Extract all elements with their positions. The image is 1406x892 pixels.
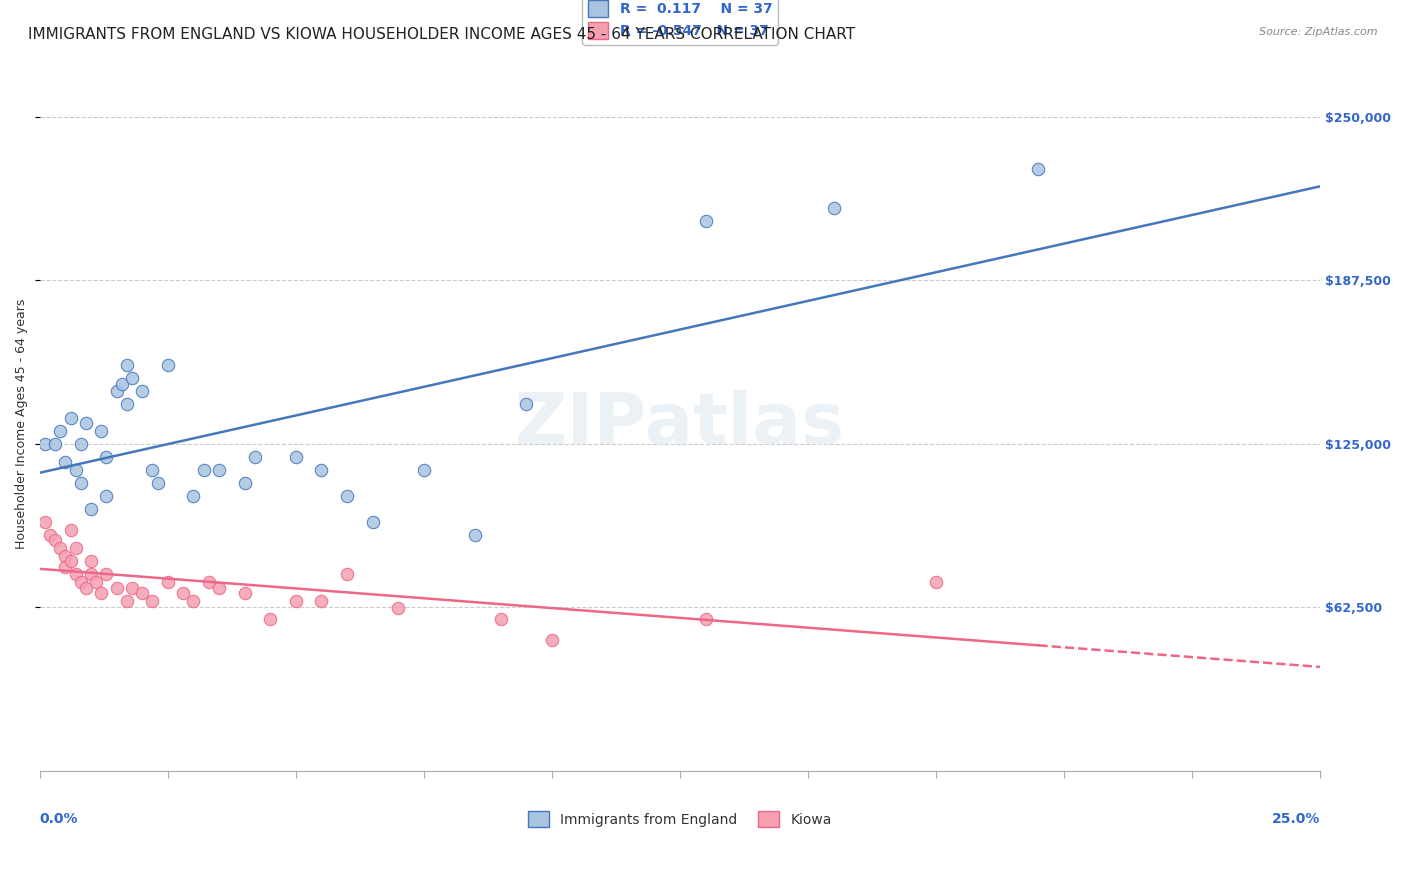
Point	[34, 515, 56, 529]
Point	[387, 601, 409, 615]
Point	[131, 586, 153, 600]
Point	[65, 541, 87, 556]
Point	[141, 593, 163, 607]
Text: 0.0%: 0.0%	[39, 813, 79, 826]
Point	[695, 214, 717, 228]
Point	[105, 581, 128, 595]
Point	[121, 581, 143, 595]
Point	[80, 554, 103, 568]
Point	[96, 567, 118, 582]
Point	[80, 567, 103, 582]
Point	[243, 450, 266, 464]
Point	[156, 575, 179, 590]
Point	[193, 463, 215, 477]
Point	[115, 593, 138, 607]
Point	[55, 559, 77, 574]
Point	[55, 455, 77, 469]
Point	[59, 554, 82, 568]
Point	[695, 612, 717, 626]
Text: ZIPatlas: ZIPatlas	[515, 390, 845, 458]
Legend: Immigrants from England, Kiowa: Immigrants from England, Kiowa	[523, 805, 837, 833]
Point	[75, 416, 97, 430]
Point	[80, 502, 103, 516]
Point	[208, 463, 231, 477]
Point	[541, 632, 564, 647]
Point	[823, 201, 845, 215]
Point	[65, 463, 87, 477]
Point	[925, 575, 948, 590]
Point	[115, 397, 138, 411]
Point	[284, 593, 307, 607]
Point	[336, 567, 359, 582]
Point	[259, 612, 281, 626]
Point	[44, 436, 66, 450]
Point	[69, 436, 91, 450]
Point	[131, 384, 153, 399]
Point	[44, 533, 66, 548]
Point	[208, 581, 231, 595]
Point	[55, 549, 77, 563]
Text: Source: ZipAtlas.com: Source: ZipAtlas.com	[1260, 27, 1378, 37]
Point	[34, 436, 56, 450]
Point	[141, 463, 163, 477]
Point	[172, 586, 194, 600]
Point	[336, 489, 359, 503]
Point	[69, 475, 91, 490]
Point	[515, 397, 537, 411]
Point	[59, 523, 82, 537]
Point	[311, 593, 333, 607]
Point	[198, 575, 221, 590]
Point	[233, 475, 256, 490]
Point	[1028, 161, 1050, 176]
Point	[111, 376, 134, 391]
Point	[90, 424, 112, 438]
Y-axis label: Householder Income Ages 45 - 64 years: Householder Income Ages 45 - 64 years	[15, 299, 28, 549]
Point	[183, 593, 205, 607]
Point	[121, 371, 143, 385]
Point	[49, 424, 72, 438]
Point	[115, 358, 138, 372]
Point	[146, 475, 169, 490]
Point	[90, 586, 112, 600]
Point	[84, 575, 107, 590]
Point	[65, 567, 87, 582]
Point	[96, 489, 118, 503]
Point	[59, 410, 82, 425]
Point	[39, 528, 62, 542]
Text: IMMIGRANTS FROM ENGLAND VS KIOWA HOUSEHOLDER INCOME AGES 45 - 64 YEARS CORRELATI: IMMIGRANTS FROM ENGLAND VS KIOWA HOUSEHO…	[28, 27, 855, 42]
Point	[49, 541, 72, 556]
Text: 25.0%: 25.0%	[1272, 813, 1320, 826]
Point	[69, 575, 91, 590]
Point	[311, 463, 333, 477]
Point	[75, 581, 97, 595]
Point	[105, 384, 128, 399]
Point	[183, 489, 205, 503]
Point	[361, 515, 384, 529]
Point	[412, 463, 434, 477]
Point	[156, 358, 179, 372]
Point	[464, 528, 486, 542]
Point	[96, 450, 118, 464]
Point	[489, 612, 512, 626]
Point	[233, 586, 256, 600]
Point	[284, 450, 307, 464]
